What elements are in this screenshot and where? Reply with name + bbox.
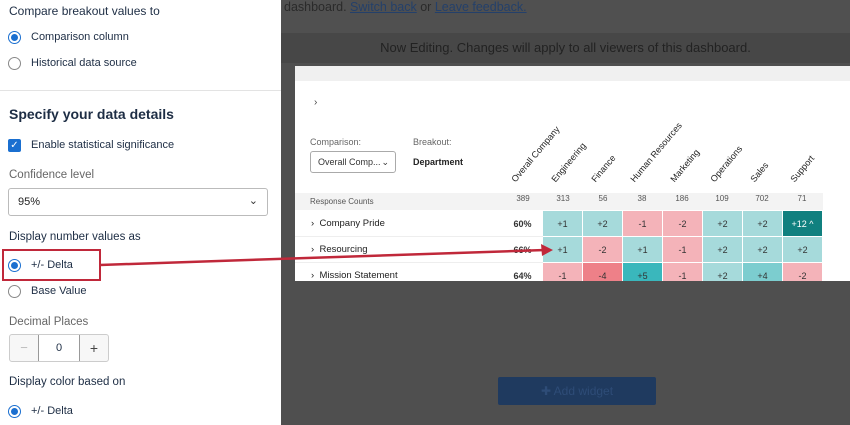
radio-label: +/- Delta (31, 405, 73, 417)
delta-cell[interactable]: +2 (583, 211, 623, 237)
details-heading: Specify your data details (9, 106, 174, 122)
expand-chevron-icon[interactable]: › (311, 244, 320, 255)
divider (0, 90, 281, 91)
delta-cell[interactable]: -2 (583, 237, 623, 263)
delta-cell[interactable]: -1 (663, 263, 703, 281)
chevron-down-icon: ⌄ (248, 195, 258, 207)
stat-sig-checkbox[interactable]: ✓ (8, 139, 21, 152)
overall-value: 60% (503, 211, 543, 237)
annotation-arrow (99, 248, 546, 267)
decrement-button[interactable]: − (20, 340, 28, 355)
decimal-label: Decimal Places (9, 316, 89, 328)
counts-label: Response Counts (310, 197, 374, 206)
response-count: 313 (556, 194, 570, 203)
comparison-label: Comparison: (310, 137, 362, 147)
delta-cell[interactable]: -2 (663, 211, 703, 237)
editing-banner: Now Editing. Changes will apply to all v… (281, 33, 850, 63)
radio-historical-data[interactable] (8, 57, 21, 70)
row-divider (295, 236, 543, 237)
confidence-value: 95% (18, 196, 41, 208)
comparison-value: Overall Comp... (318, 157, 381, 167)
row-label[interactable]: › Mission Statement (311, 270, 398, 281)
row-label-text: Mission Statement (319, 270, 398, 281)
delta-cell[interactable]: +2 (703, 237, 743, 263)
color-label: Display color based on (9, 376, 126, 388)
delta-cell[interactable]: +5 (623, 263, 663, 281)
radio-base-value[interactable] (8, 285, 21, 298)
breakout-label: Breakout: (413, 137, 452, 147)
notice-text: or (420, 0, 432, 14)
chevron-down-icon: ⌄ (381, 157, 389, 167)
radio-label: Comparison column (31, 31, 129, 43)
delta-cell[interactable]: -4 (583, 263, 623, 281)
delta-cell[interactable]: -1 (543, 263, 583, 281)
stat-sig-label: Enable statistical significance (31, 139, 175, 151)
response-count: 109 (715, 194, 729, 203)
delta-cell[interactable]: +4 (743, 263, 783, 281)
row-label[interactable]: › Company Pride (311, 218, 385, 229)
compare-heading: Compare breakout values to (9, 4, 160, 18)
radio-label: Base Value (31, 285, 87, 297)
delta-cell[interactable]: +1 (543, 211, 583, 237)
response-count: 186 (675, 194, 689, 203)
display-values-label: Display number values as (9, 231, 141, 243)
expand-chevron-icon[interactable]: › (311, 270, 320, 281)
widget-header-bar (295, 66, 850, 81)
delta-cell[interactable]: +1 (623, 237, 663, 263)
row-label[interactable]: › Resourcing (311, 244, 368, 255)
decimal-stepper: − 0 + (9, 334, 109, 362)
row-label-text: Company Pride (319, 218, 385, 229)
expand-chevron-icon[interactable]: › (311, 218, 320, 229)
switch-back-link[interactable]: Switch back (350, 0, 417, 14)
notice-text: dashboard. (284, 0, 347, 14)
response-count: 71 (797, 194, 807, 203)
settings-panel: Compare breakout values to Comparison co… (0, 0, 281, 425)
radio-delta[interactable] (8, 259, 21, 272)
notice-bar: dashboard. Switch back or Leave feedback… (281, 0, 850, 33)
delta-cell[interactable]: -1 (663, 237, 703, 263)
breakout-value: Department (413, 157, 464, 167)
decimal-input[interactable]: 0 (38, 335, 80, 361)
delta-cell[interactable]: +2 (743, 211, 783, 237)
breakout-widget: › Comparison: Overall Comp... ⌄ Breakout:… (295, 66, 850, 281)
confidence-select[interactable]: 95% ⌄ (8, 188, 268, 216)
annotation-box (2, 249, 101, 281)
comparison-select[interactable]: Overall Comp... ⌄ (310, 151, 396, 173)
delta-cell[interactable]: -2 (783, 263, 823, 281)
radio-label: Historical data source (31, 57, 137, 69)
delta-cell[interactable]: +2 (783, 237, 823, 263)
radio-label: +/- Delta (31, 259, 73, 271)
row-label-text: Resourcing (319, 244, 368, 255)
delta-cell[interactable]: +2 (703, 211, 743, 237)
delta-cell[interactable]: +2 (743, 237, 783, 263)
add-widget-label: Add widget (553, 384, 614, 398)
radio-color-delta[interactable] (8, 405, 21, 418)
confidence-label: Confidence level (9, 169, 95, 181)
response-count: 56 (598, 194, 608, 203)
response-count: 389 (516, 194, 530, 203)
response-count: 38 (637, 194, 647, 203)
arrow-head-icon (541, 244, 553, 256)
delta-cell[interactable]: -1 (623, 211, 663, 237)
delta-cell[interactable]: +2 (703, 263, 743, 281)
response-count: 702 (755, 194, 769, 203)
leave-feedback-link[interactable]: Leave feedback. (434, 0, 527, 14)
plus-icon: ✚ (540, 384, 554, 398)
delta-cell[interactable]: +12 ^ (783, 211, 823, 237)
increment-button[interactable]: + (89, 340, 99, 356)
overall-value: 64% (503, 263, 543, 281)
add-widget-button[interactable]: ✚ Add widget (498, 377, 656, 405)
counts-row (295, 193, 823, 210)
expand-chevron-icon[interactable]: › (314, 97, 318, 108)
row-divider (295, 262, 543, 263)
radio-comparison-column[interactable] (8, 31, 21, 44)
